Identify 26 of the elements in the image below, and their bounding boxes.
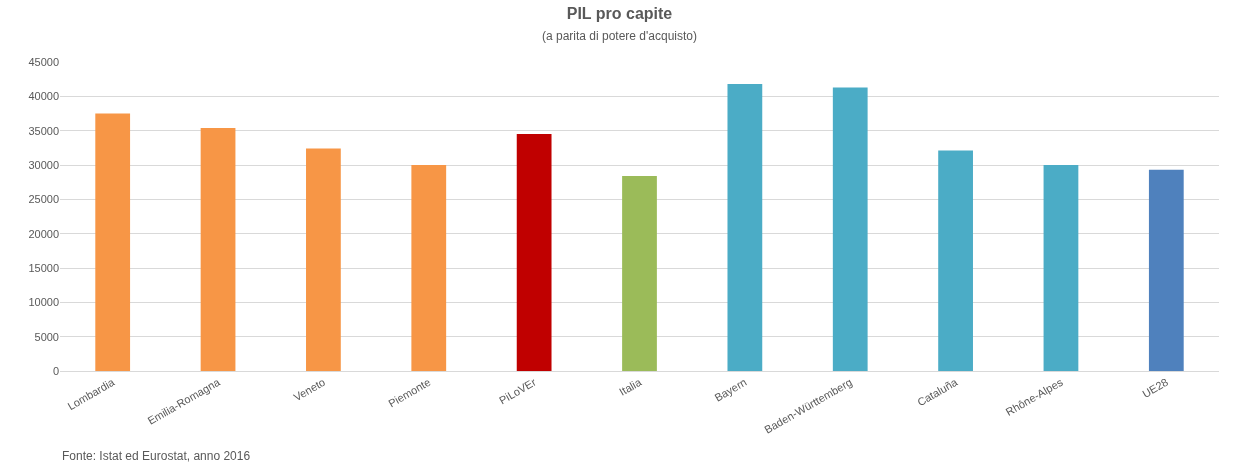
y-tick-label: 40000 <box>28 90 59 103</box>
bar <box>622 175 657 371</box>
bar <box>1043 165 1079 371</box>
y-tick-label: 30000 <box>28 158 59 171</box>
y-tick-label: 10000 <box>28 296 59 309</box>
y-tick-label: 25000 <box>28 193 59 206</box>
y-tick-label: 15000 <box>28 261 59 274</box>
bar <box>411 165 447 371</box>
bar <box>832 87 868 371</box>
bar <box>306 148 341 371</box>
bar <box>95 113 131 371</box>
bar <box>1148 169 1184 371</box>
x-tick-label: Italia <box>617 375 644 398</box>
bar <box>516 134 552 371</box>
x-tick-label: UE28 <box>1140 375 1171 400</box>
bar <box>938 150 973 371</box>
source-note: Fonte: Istat ed Eurostat, anno 2016 <box>62 449 251 463</box>
bar <box>727 83 763 371</box>
bar <box>200 127 236 371</box>
y-tick-label: 45000 <box>28 55 59 68</box>
y-tick-label: 20000 <box>28 227 59 240</box>
y-tick-label: 35000 <box>28 124 59 137</box>
y-tick-label: 0 <box>52 364 59 377</box>
chart-subtitle: (a parita di potere d'acquisto) <box>541 28 698 43</box>
y-tick-label: 5000 <box>34 330 59 343</box>
chart-title: PIL pro capite <box>566 4 673 22</box>
